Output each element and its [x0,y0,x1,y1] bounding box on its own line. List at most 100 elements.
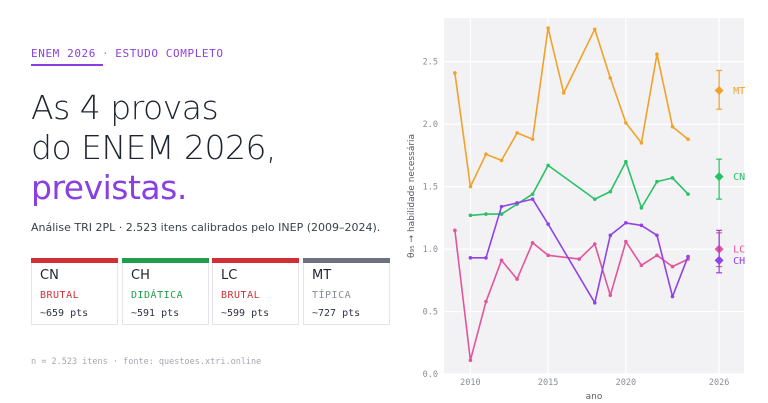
data-point-lc [608,293,613,298]
data-point-cn [670,176,675,180]
card-color-bar [31,258,118,263]
data-point-mt [670,124,675,129]
card-mt: MT TÍPICA ~727 pts [303,258,390,325]
data-point-ch [655,233,659,238]
data-point-mt [624,121,628,125]
data-point-mt [468,184,473,189]
x-tick-label: 2020 [616,378,636,388]
data-point-ch [670,294,675,299]
theta-chart: 0.0 0.5 1.0 1.5 2.0 2.5 2010 2015 2020 2026 ano θ₉₅… [407,18,745,402]
data-point-cn [608,189,613,194]
data-point-mt [639,141,644,145]
data-point-ch [530,197,535,201]
data-point-mt [561,91,566,95]
tag-underline [31,64,103,66]
card-ch: CH DIDÁTICA ~591 pts [122,258,209,325]
footnote: n = 2.523 itens · fonte: questoes.xtri.o… [31,357,262,367]
data-point-lc [624,239,628,244]
headline: As 4 provas do ENEM 2026, previstas. [31,88,276,208]
x-axis-label: ano [586,392,603,402]
card-code: CN [40,268,59,283]
data-point-ch [546,222,550,226]
card-kind: TÍPICA [312,290,352,301]
data-point-ch [608,233,613,238]
forecast-marker-ch [714,255,724,265]
data-point-cn [639,206,644,210]
data-point-ch [484,256,488,260]
data-point-cn [624,159,628,164]
data-point-mt [655,52,659,57]
card-code: MT [312,268,332,283]
y-tick-label: 2.0 [423,120,438,130]
card-color-bar [122,258,209,263]
y-tick-label: 1.5 [423,183,438,193]
data-point-cn [686,192,690,196]
data-point-lc [468,358,473,363]
data-point-mt [546,26,550,30]
forecast-marker-cn [714,172,724,182]
data-point-mt [484,152,488,156]
data-point-mt [530,137,535,141]
card-color-bar [212,258,299,263]
card-points: ~599 pts [221,308,270,319]
plot-area [444,18,744,374]
forecast-marker-mt [714,85,724,95]
x-tick-label: 2026 [709,378,729,388]
data-point-ch [468,256,473,260]
card-code: CH [131,268,150,283]
data-point-ch [686,254,690,259]
data-point-lc [639,263,644,268]
data-point-mt [515,131,519,135]
data-point-ch [515,201,519,205]
card-kind: BRUTAL [40,290,80,301]
data-point-mt [453,71,457,75]
headline-line-1: As 4 provas [31,88,219,127]
study-tag: ENEM 2026 · ESTUDO COMPLETO [31,47,224,60]
card-points: ~591 pts [131,308,180,319]
data-point-lc [515,277,519,281]
card-points: ~659 pts [40,308,89,319]
data-point-cn [530,192,535,196]
card-kind: BRUTAL [221,290,261,301]
data-point-mt [608,76,613,80]
tag-right-label: ESTUDO COMPLETO [115,47,224,60]
series-label-mt: MT [733,86,745,97]
data-point-lc [453,228,457,233]
series-label-lc: LC [733,245,745,256]
y-tick-label: 2.5 [423,58,438,68]
headline-line-3: previstas. [31,168,187,207]
data-point-mt [686,137,690,141]
y-tick-label: 0.5 [423,308,438,318]
data-point-lc [499,258,504,263]
y-tick-label: 1.0 [423,245,438,255]
card-color-bar [303,258,390,263]
data-point-lc [670,264,675,269]
data-point-ch [624,221,628,225]
tag-separator: · [102,47,110,60]
data-point-lc [546,253,550,258]
card-code: LC [221,268,238,283]
y-tick-label: 0.0 [423,370,438,380]
data-point-cn [546,163,550,168]
x-tick-label: 2010 [460,378,480,388]
data-point-lc [484,299,488,304]
data-point-ch [499,204,504,209]
data-point-cn [484,212,488,216]
data-point-ch [592,301,597,305]
data-point-mt [499,158,504,163]
data-point-ch [639,223,644,228]
data-point-mt [592,27,597,32]
tag-label: ENEM 2026 [31,47,97,60]
series-label-cn: CN [733,172,745,183]
data-point-lc [592,242,597,246]
headline-line-2: do ENEM 2026, [31,128,276,167]
card-cn: CN BRUTAL ~659 pts [31,258,118,325]
data-point-lc [655,253,659,258]
x-tick-label: 2015 [538,378,558,388]
y-axis-label: θ₉₅ → habilidade necessária [407,134,417,258]
series-label-ch: CH [733,256,745,267]
data-point-cn [655,179,659,184]
card-lc: LC BRUTAL ~599 pts [212,258,299,325]
card-kind: DIDÁTICA [131,290,184,301]
subtitle: Análise TRI 2PL · 2.523 itens calibrados… [31,221,381,234]
